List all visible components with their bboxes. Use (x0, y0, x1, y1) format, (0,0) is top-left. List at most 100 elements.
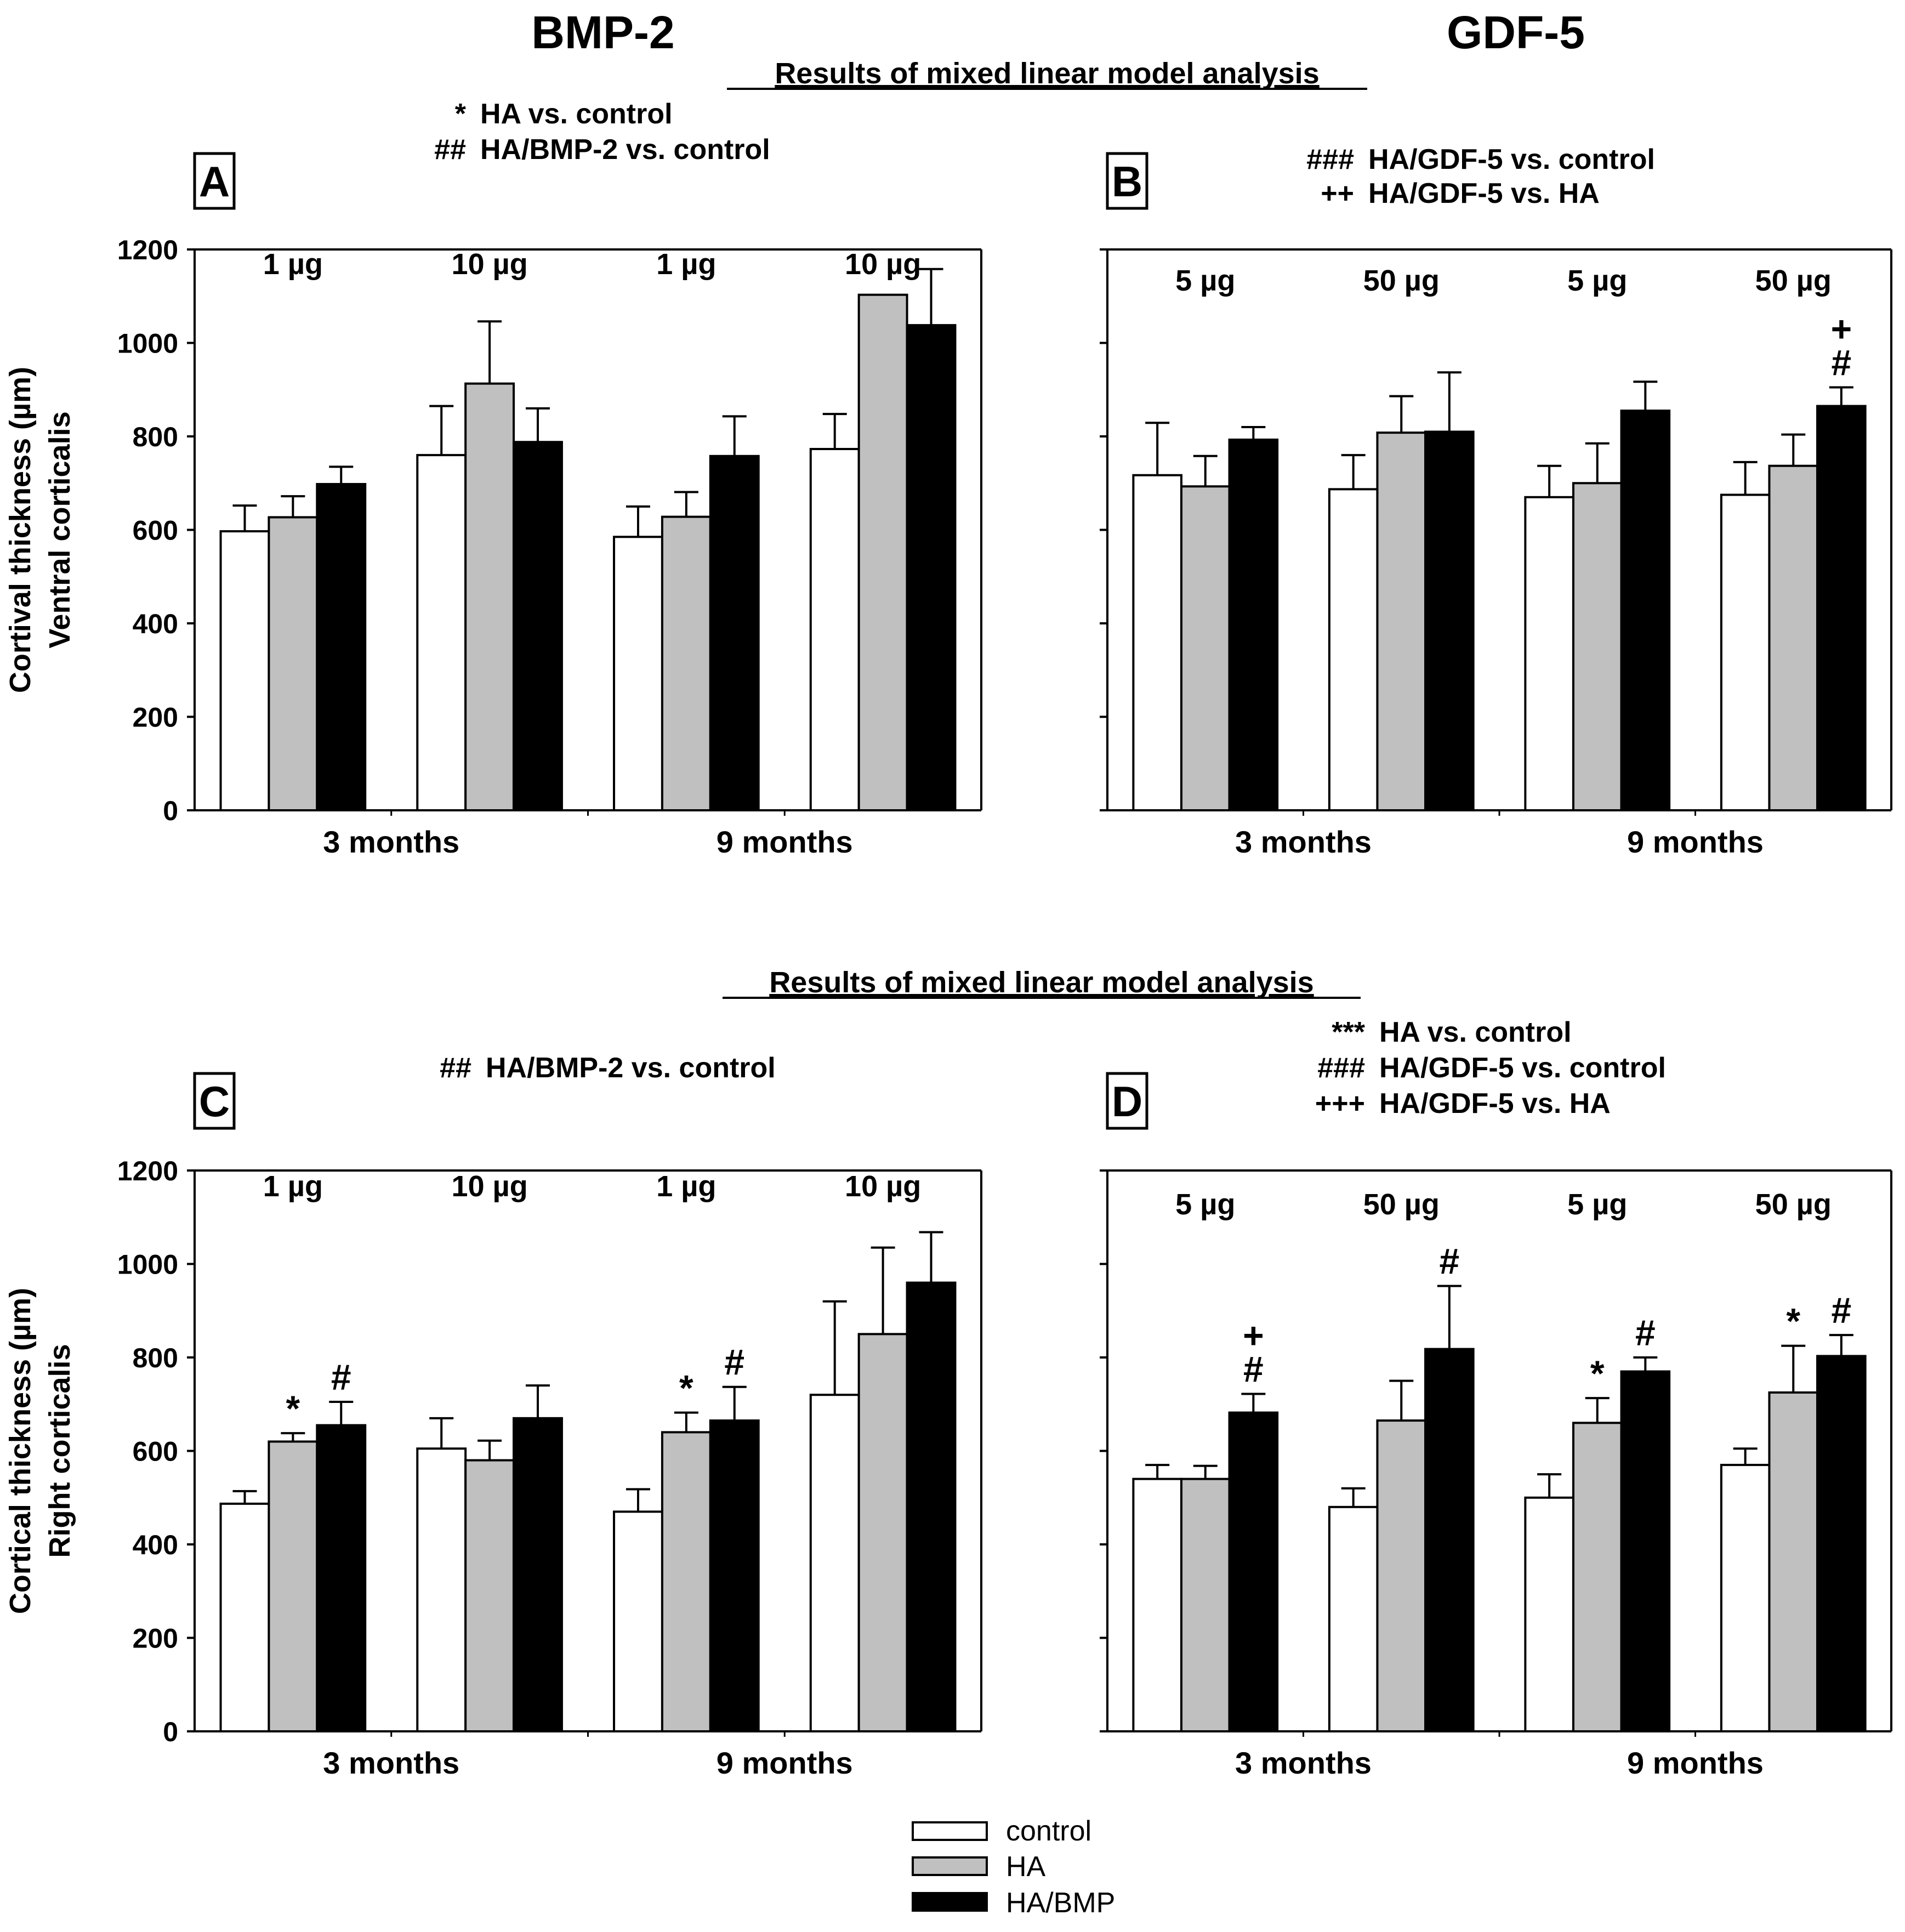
panel-c-y-tick-label: 400 (133, 1530, 178, 1560)
legend-label-control: control (1006, 1815, 1091, 1847)
panel-d-sig-marker: * (1786, 1301, 1800, 1342)
panel-a-time-label: 3 months (323, 825, 459, 859)
panel-b-bar-ha-bmp (1620, 410, 1671, 811)
panel-c-y-label-1: Right corticalis (43, 1344, 76, 1558)
panel-b-stat-symbol-0: ### (1306, 144, 1354, 175)
legend-label-ha-bmp: HA/BMP (1006, 1887, 1115, 1919)
panel-b-bar-ha-bmp (1816, 405, 1867, 811)
panel-d-stat-text-1: HA/GDF-5 vs. control (1379, 1052, 1666, 1084)
panel-c-bar-ha-bmp (316, 1424, 367, 1733)
legend-swatch-ha-bmp (912, 1892, 988, 1912)
panel-c-stat-text-0: HA/BMP-2 vs. control (486, 1052, 776, 1084)
panel-a-y-label-1: Ventral corticalis (43, 411, 76, 648)
panel-a-bar-ha-bmp (906, 324, 957, 811)
panel-b-stat-text-1: HA/GDF-5 vs. HA (1368, 178, 1600, 209)
panel-a-bar-control (219, 530, 270, 811)
panel-b-bar-ha-bmp (1228, 438, 1279, 811)
panel-d-bar-control (1132, 1478, 1182, 1732)
panel-c-bar-control (809, 1394, 860, 1732)
panel-b-time-label: 9 months (1627, 825, 1764, 859)
panel-d-bar-control (1720, 1464, 1771, 1732)
panel-a-dose-label: 1 µg (263, 248, 323, 281)
panel-d-letter: D (1112, 1077, 1142, 1126)
panel-c-sig-marker: # (724, 1342, 744, 1383)
panel-b-bar-control (1524, 496, 1574, 811)
panel-a-y-label-0: Cortival thickness (µm) (4, 367, 37, 693)
panel-d-letter-box (1106, 1072, 1148, 1130)
panel-d-chart: D *** HA vs. control ### HA/GDF-5 vs. contro… (1100, 1016, 1892, 1780)
panel-b-dose-label: 5 µg (1175, 264, 1235, 297)
panel-a-bar-ha-bmp (513, 441, 563, 811)
panel-c-bar-ha (661, 1431, 712, 1732)
panel-d-dose-label: 5 µg (1175, 1188, 1235, 1221)
panel-c-y-tick-label: 1000 (117, 1249, 178, 1280)
panel-d-bar-ha (1572, 1422, 1623, 1733)
panel-a-y-tick-label: 1000 (117, 328, 178, 359)
panel-d-sig-marker: # (1831, 1290, 1851, 1331)
analysis-title-bottom: Results of mixed linear model analysis (769, 966, 1313, 999)
panel-c-bar-ha-bmp (513, 1417, 563, 1732)
panel-c-sig-marker: # (331, 1357, 351, 1397)
legend-swatch-control (912, 1821, 988, 1841)
panel-c-letter: C (199, 1077, 230, 1126)
panel-c-y-tick-label: 600 (133, 1436, 178, 1467)
panel-a-bar-control (809, 448, 860, 811)
panel-d-stat-text-0: HA vs. control (1379, 1016, 1572, 1048)
panel-b-bar-ha (1572, 482, 1623, 811)
panel-c-y-tick-label: 0 (163, 1717, 178, 1747)
panel-a-stat-symbol-1: ## (434, 134, 466, 166)
panel-d-sig-marker: * (1590, 1353, 1605, 1394)
panel-d-bar-control (1328, 1505, 1379, 1733)
panel-a-chart: A * HA vs. control ## HA/BMP-2 vs. control 0 2… (4, 98, 982, 859)
panel-b-bar-ha (1376, 431, 1427, 811)
panel-c-dose-label: 10 µg (452, 1170, 528, 1203)
panel-b-dose-label: 5 µg (1567, 264, 1627, 297)
panel-d-bar-ha-bmp (1816, 1355, 1867, 1732)
panel-b-chart: B ### HA/GDF-5 vs. control ++ HA/GDF-5 vs. H… (1100, 144, 1892, 859)
panel-a-bar-ha (857, 293, 908, 811)
panel-d-time-label: 9 months (1627, 1746, 1764, 1780)
panel-d-bar-ha-bmp (1620, 1370, 1671, 1732)
panel-a-y-tick-label: 200 (133, 702, 178, 733)
panel-c-stat-symbol-0: ## (440, 1052, 471, 1084)
panel-d-stat-symbol-2: +++ (1315, 1088, 1365, 1120)
panel-c-bar-ha-bmp (906, 1281, 957, 1733)
panel-b-stat-text-0: HA/GDF-5 vs. control (1368, 144, 1655, 175)
panel-c-dose-label: 10 µg (845, 1170, 921, 1203)
panel-c-bar-ha-bmp (709, 1419, 760, 1732)
panel-a-y-tick-label: 1200 (117, 235, 178, 265)
panel-a-bar-control (613, 536, 663, 811)
panel-a-stat-text-1: HA/BMP-2 vs. control (480, 134, 770, 166)
panel-d-stat-symbol-1: ### (1317, 1052, 1365, 1084)
panel-c-y-tick-label: 800 (133, 1343, 178, 1373)
panel-b-time-label: 3 months (1235, 825, 1372, 859)
panel-b-dose-label: 50 µg (1755, 264, 1832, 297)
panel-a-bar-ha (661, 515, 712, 811)
panel-a-letter-box (193, 152, 236, 210)
panel-d-bar-control (1524, 1496, 1574, 1732)
panel-d-bar-ha (1376, 1419, 1427, 1732)
panel-c-bar-ha (464, 1459, 515, 1733)
panel-d-bar-ha (1180, 1478, 1231, 1732)
legend-swatch-ha (912, 1856, 988, 1876)
panel-c-bar-control (613, 1510, 663, 1732)
panel-b-bar-control (1720, 493, 1771, 811)
panel-d-bar-ha-bmp (1228, 1411, 1279, 1732)
panel-b-bar-control (1328, 488, 1379, 811)
panel-d-bar-ha-bmp (1424, 1348, 1475, 1732)
panel-a-bar-control (416, 454, 467, 811)
panel-b-bar-ha-bmp (1424, 430, 1475, 811)
panel-b-sig-marker: + (1831, 308, 1852, 349)
panel-c-bar-control (219, 1502, 270, 1733)
panel-c-bar-ha (857, 1333, 908, 1732)
panel-d-dose-label: 50 µg (1755, 1188, 1832, 1221)
panel-a-time-label: 9 months (716, 825, 853, 859)
panel-d-stat-symbol-0: *** (1332, 1016, 1365, 1048)
panel-a-y-tick-label: 400 (133, 609, 178, 639)
panel-c-time-label: 3 months (323, 1746, 459, 1780)
panel-a-stat-text-0: HA vs. control (480, 98, 673, 130)
bmp-title: BMP-2 (531, 7, 674, 58)
panel-c-bar-control (416, 1447, 467, 1733)
panel-b-sig-marker: # (1831, 342, 1851, 383)
